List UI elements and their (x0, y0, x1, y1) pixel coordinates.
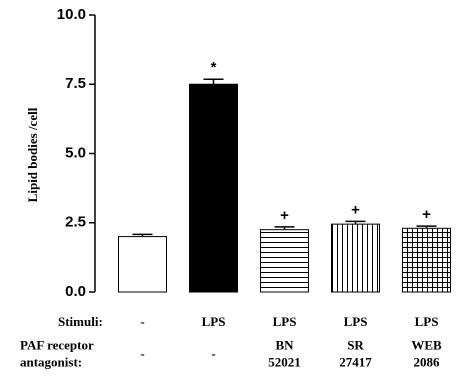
row-label: Stimuli: (58, 314, 103, 329)
y-tick-label: 10.0 (57, 6, 86, 23)
y-tick-label: 2.5 (65, 214, 86, 231)
bar (189, 83, 238, 293)
bar (331, 223, 380, 293)
y-tick-label: 0.0 (65, 283, 86, 300)
row-value: - (140, 314, 144, 329)
y-tick-label: 7.5 (65, 75, 86, 92)
y-axis-label: Lipid bodies /cell (25, 107, 40, 202)
significance-mark: * (211, 59, 217, 76)
significance-mark: + (422, 206, 431, 223)
row-value: LPS (344, 314, 368, 329)
row-value: LPS (202, 314, 226, 329)
row-value: WEB 2086 (411, 337, 442, 369)
row-value: LPS (273, 314, 297, 329)
significance-mark: + (280, 207, 289, 224)
row-value: SR 27417 (339, 337, 372, 369)
bar (260, 229, 309, 293)
significance-mark: + (351, 201, 360, 218)
row-value: - (140, 346, 144, 361)
row-value: BN 52021 (268, 337, 301, 369)
row-value: - (211, 346, 215, 361)
row-value: LPS (415, 314, 439, 329)
y-tick-label: 5.0 (65, 144, 86, 161)
row-label: PAF receptor antagonist: (20, 337, 94, 369)
bar (402, 227, 451, 293)
bar (118, 236, 167, 293)
